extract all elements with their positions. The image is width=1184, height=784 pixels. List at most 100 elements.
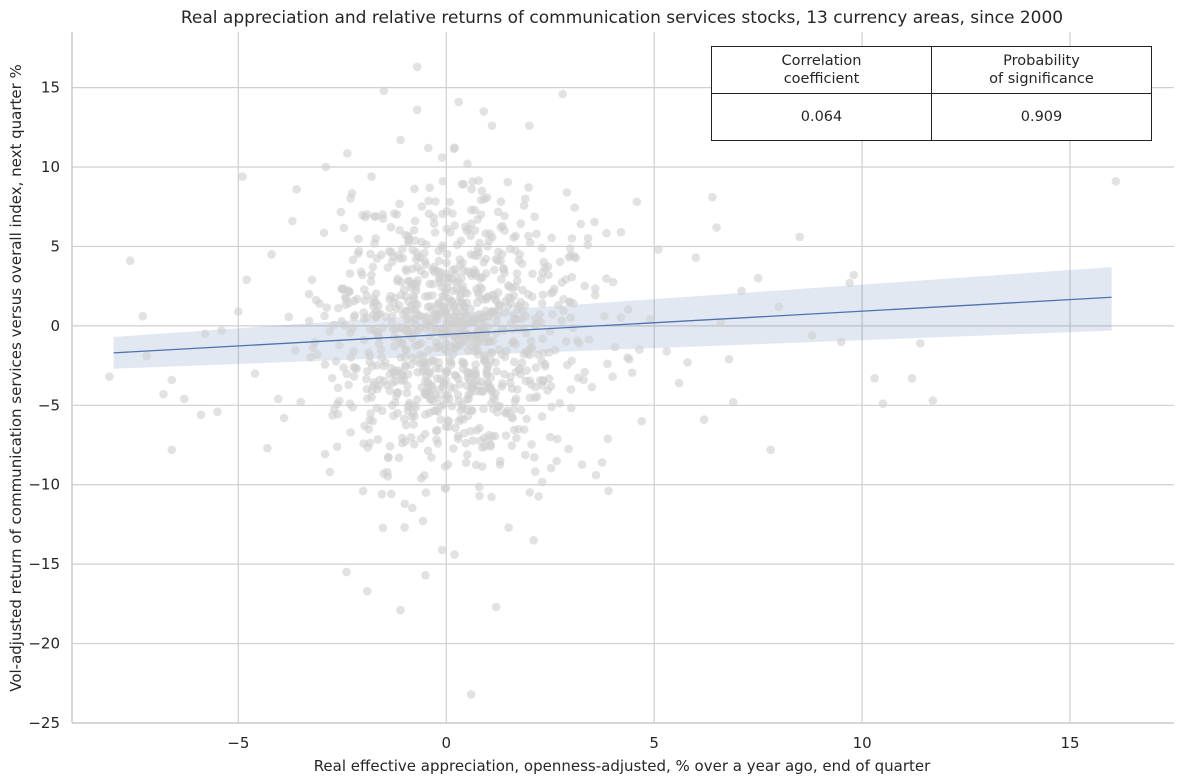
- data-point: [525, 488, 535, 497]
- data-point: [521, 194, 530, 204]
- data-point: [654, 245, 663, 254]
- data-point: [372, 254, 382, 263]
- data-point: [538, 299, 547, 308]
- y-tick-labels: 15 10 5 0 −5 −10 −15 −20 −25: [28, 79, 60, 732]
- data-point: [379, 469, 389, 478]
- data-point: [616, 227, 626, 237]
- data-point: [367, 270, 376, 280]
- data-point: [422, 385, 432, 395]
- data-point: [504, 281, 513, 290]
- data-point: [425, 331, 434, 341]
- data-point: [456, 236, 466, 246]
- data-point: [575, 339, 584, 348]
- data-point: [674, 378, 684, 388]
- data-point: [484, 322, 493, 332]
- data-point: [559, 306, 568, 316]
- data-point: [483, 378, 493, 388]
- data-point: [513, 304, 522, 313]
- data-point: [408, 408, 418, 418]
- data-point: [413, 395, 422, 404]
- data-point: [530, 453, 539, 462]
- data-point: [475, 482, 484, 492]
- chart-title: Real appreciation and relative returns o…: [181, 8, 1063, 28]
- data-point: [416, 350, 425, 360]
- data-point: [348, 403, 358, 412]
- data-point: [348, 324, 358, 333]
- data-point: [591, 284, 600, 293]
- data-point: [602, 274, 611, 283]
- data-point: [338, 285, 347, 294]
- data-point: [431, 197, 440, 206]
- data-point: [584, 335, 594, 344]
- data-point: [396, 290, 406, 300]
- data-point: [385, 386, 395, 396]
- data-point: [533, 318, 542, 328]
- data-point: [538, 334, 547, 344]
- data-point: [500, 308, 510, 317]
- data-point: [527, 343, 537, 353]
- data-point: [430, 317, 439, 326]
- data-point: [417, 237, 427, 247]
- data-point: [491, 602, 501, 612]
- data-point: [125, 256, 135, 266]
- data-point: [333, 409, 343, 419]
- data-point: [393, 408, 403, 418]
- data-point: [567, 356, 576, 366]
- y-tick-label: −15: [28, 555, 60, 573]
- x-axis-label: Real effective appreciation, openness-ad…: [314, 757, 931, 775]
- data-point: [500, 352, 510, 362]
- data-point: [463, 450, 472, 459]
- data-point: [461, 438, 471, 448]
- data-point: [416, 266, 426, 276]
- data-point: [167, 375, 177, 385]
- data-point: [623, 305, 633, 314]
- data-point: [516, 405, 526, 415]
- data-point: [530, 212, 539, 221]
- data-point: [167, 445, 177, 455]
- data-point: [576, 219, 586, 229]
- data-point: [335, 340, 344, 350]
- data-point: [545, 432, 555, 442]
- data-point: [375, 375, 385, 385]
- data-point: [387, 489, 396, 499]
- y-tick-label: −25: [28, 714, 60, 732]
- data-point: [464, 390, 473, 400]
- data-point: [450, 550, 459, 559]
- data-point: [454, 416, 464, 426]
- data-point: [483, 242, 493, 251]
- data-point: [292, 185, 301, 194]
- data-point: [403, 381, 412, 391]
- data-point: [480, 194, 489, 204]
- data-point: [304, 316, 314, 326]
- data-point: [537, 477, 547, 487]
- data-point: [345, 269, 355, 278]
- data-point: [479, 404, 488, 414]
- data-point: [500, 268, 509, 278]
- data-point: [429, 219, 439, 228]
- data-point: [288, 216, 297, 226]
- data-point: [608, 277, 618, 287]
- data-point: [410, 184, 419, 194]
- data-point: [425, 183, 434, 192]
- y-tick-label: −10: [28, 476, 60, 494]
- data-point: [440, 292, 449, 302]
- data-point: [568, 323, 578, 333]
- data-point: [342, 567, 351, 577]
- data-point: [538, 268, 547, 278]
- data-point: [737, 286, 746, 296]
- data-point: [500, 211, 509, 221]
- correlation-coefficient-value: 0.064: [711, 93, 932, 141]
- data-point: [234, 307, 243, 316]
- data-point: [391, 376, 400, 386]
- data-point: [552, 456, 561, 466]
- data-point: [399, 414, 409, 424]
- data-point: [567, 234, 577, 243]
- data-point: [425, 279, 435, 289]
- correlation-table-header-row: Correlation coefficient Probability of s…: [711, 46, 1152, 94]
- data-point: [379, 86, 389, 96]
- data-point: [213, 407, 222, 417]
- data-point: [401, 361, 410, 370]
- data-point: [466, 205, 476, 215]
- data-point: [496, 456, 505, 466]
- data-point: [385, 247, 394, 256]
